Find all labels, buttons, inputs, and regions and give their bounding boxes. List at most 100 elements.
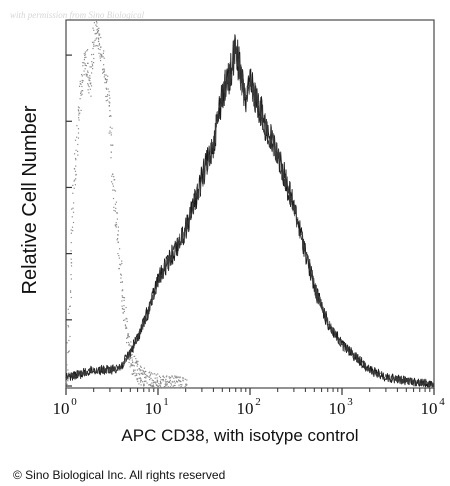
isotype-dot bbox=[157, 373, 159, 375]
isotype-dot bbox=[77, 137, 80, 139]
isotype-dot bbox=[122, 308, 124, 310]
isotype-dot bbox=[75, 178, 77, 180]
isotype-dot bbox=[124, 325, 127, 327]
isotype-dot bbox=[112, 189, 114, 191]
x-tick-label: 10 0 bbox=[53, 396, 78, 418]
isotype-dot bbox=[176, 376, 178, 378]
isotype-dot bbox=[110, 132, 112, 134]
isotype-dot bbox=[173, 384, 175, 387]
isotype-dot bbox=[92, 53, 95, 55]
x-axis-ticks bbox=[65, 388, 435, 395]
isotype-dot bbox=[177, 376, 179, 378]
isotype-dot bbox=[116, 239, 118, 241]
x-tick-label: 10 1 bbox=[145, 396, 169, 418]
isotype-dot bbox=[114, 190, 117, 192]
isotype-dot bbox=[74, 153, 76, 155]
isotype-dot bbox=[110, 134, 112, 136]
isotype-dot bbox=[88, 77, 90, 79]
isotype-dot bbox=[83, 74, 85, 76]
isotype-dot bbox=[98, 43, 100, 45]
isotype-dot bbox=[67, 308, 69, 310]
isotype-dot bbox=[70, 291, 72, 293]
isotype-dot bbox=[123, 308, 125, 310]
isotype-dot bbox=[125, 317, 127, 319]
isotype-dot bbox=[72, 192, 74, 194]
isotype-dot bbox=[103, 64, 105, 66]
isotype-dot bbox=[68, 339, 70, 342]
isotype-dot bbox=[136, 360, 138, 362]
isotype-dot bbox=[110, 157, 112, 159]
isotype-dot bbox=[134, 355, 136, 357]
isotype-dot bbox=[90, 95, 92, 97]
isotype-dot bbox=[165, 376, 167, 378]
isotype-dot bbox=[158, 382, 160, 385]
isotype-dot bbox=[91, 54, 93, 56]
isotype-dot bbox=[181, 387, 183, 389]
isotype-dot bbox=[186, 384, 188, 386]
isotype-dot bbox=[87, 83, 89, 85]
isotype-dot bbox=[73, 187, 75, 189]
isotype-dot bbox=[119, 263, 121, 265]
isotype-dot bbox=[150, 372, 152, 374]
isotype-dot bbox=[108, 91, 110, 93]
isotype-dot bbox=[93, 62, 95, 64]
isotype-dot bbox=[84, 68, 86, 70]
isotype-dot bbox=[136, 361, 138, 363]
isotype-dot bbox=[130, 354, 132, 356]
isotype-dot bbox=[129, 345, 131, 347]
isotype-dot bbox=[162, 387, 164, 389]
isotype-dot bbox=[70, 265, 73, 267]
x-axis-tick-labels: 10 0 10 1 10 2 10 3 10 4 bbox=[53, 396, 446, 418]
isotype-dot bbox=[152, 382, 155, 384]
isotype-dot bbox=[120, 264, 122, 266]
isotype-dot bbox=[98, 40, 100, 42]
isotype-dot bbox=[155, 387, 158, 389]
isotype-dot bbox=[142, 373, 144, 375]
isotype-dot bbox=[78, 107, 80, 109]
isotype-dot bbox=[109, 115, 111, 117]
cd38-trace bbox=[65, 34, 435, 388]
isotype-dot bbox=[67, 369, 69, 371]
isotype-dot bbox=[90, 85, 93, 87]
isotype-dot bbox=[136, 379, 138, 381]
isotype-dot bbox=[128, 336, 130, 338]
isotype-dot bbox=[74, 184, 76, 186]
isotype-dot bbox=[145, 387, 147, 389]
isotype-dot bbox=[121, 290, 123, 292]
isotype-dot bbox=[180, 386, 182, 388]
isotype-dot bbox=[81, 74, 83, 76]
isotype-dot bbox=[131, 364, 133, 366]
isotype-dot bbox=[93, 29, 95, 31]
isotype-dot bbox=[102, 56, 104, 58]
isotype-dot bbox=[100, 36, 102, 39]
isotype-dot bbox=[79, 98, 81, 100]
isotype-dot bbox=[143, 383, 145, 385]
isotype-dot bbox=[162, 379, 164, 381]
isotype-dot bbox=[178, 376, 180, 378]
isotype-dot bbox=[70, 262, 72, 264]
isotype-dot bbox=[81, 81, 83, 83]
isotype-dot bbox=[105, 82, 107, 84]
isotype-dot bbox=[139, 365, 142, 367]
isotype-dot bbox=[138, 374, 141, 376]
isotype-dot bbox=[103, 68, 105, 70]
isotype-dot bbox=[92, 47, 94, 50]
isotype-dot bbox=[126, 337, 128, 339]
isotype-dot bbox=[143, 373, 145, 375]
isotype-dot bbox=[145, 370, 147, 372]
isotype-dot bbox=[181, 377, 184, 379]
isotype-dot bbox=[70, 258, 72, 260]
isotype-dot bbox=[106, 80, 108, 82]
isotype-dot bbox=[103, 50, 105, 52]
isotype-dot bbox=[71, 226, 74, 228]
isotype-dot bbox=[136, 362, 138, 364]
isotype-dot bbox=[83, 62, 85, 64]
isotype-dot bbox=[77, 150, 79, 152]
isotype-dot bbox=[117, 234, 119, 236]
isotype-dot bbox=[84, 63, 86, 65]
x-tick-label-base: 10 bbox=[421, 399, 438, 418]
isotype-dot bbox=[130, 363, 132, 365]
isotype-dot bbox=[178, 386, 180, 388]
isotype-dot bbox=[167, 381, 169, 383]
isotype-dot bbox=[185, 385, 187, 387]
